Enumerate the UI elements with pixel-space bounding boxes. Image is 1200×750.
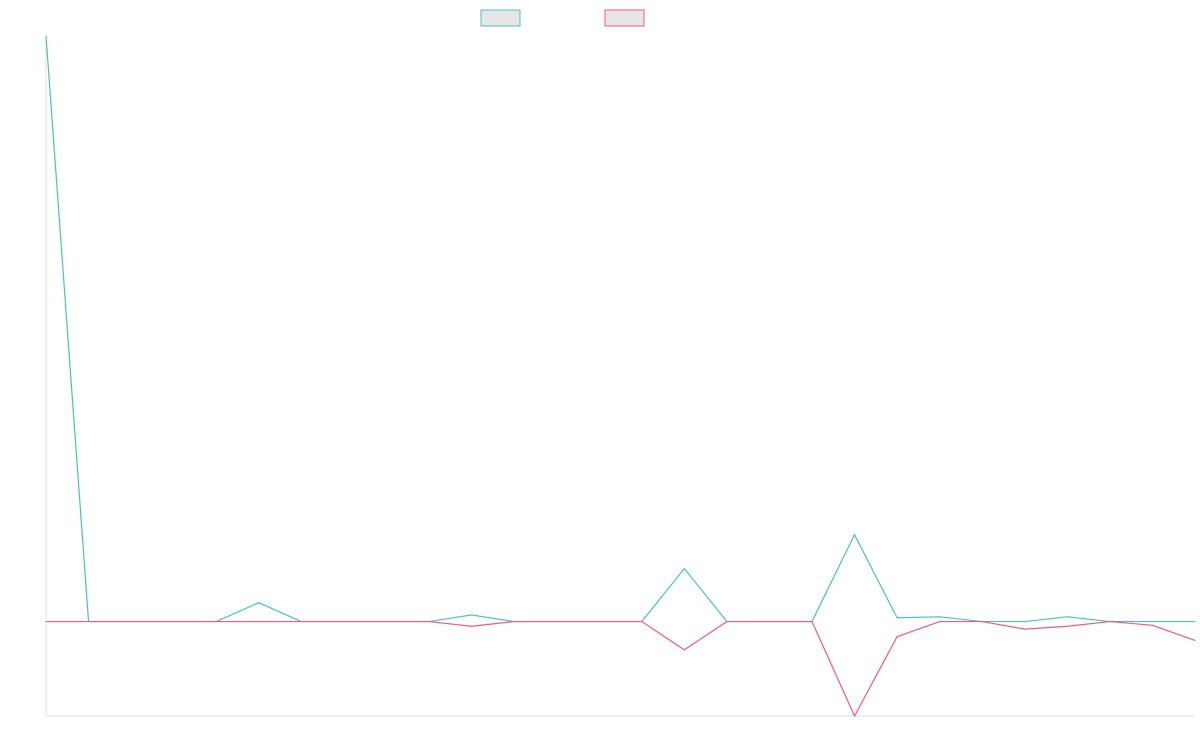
data-point xyxy=(258,620,260,623)
data-point xyxy=(1024,620,1026,623)
data-point xyxy=(215,620,217,623)
data-point xyxy=(939,620,941,623)
chart-legend xyxy=(480,9,645,27)
data-point xyxy=(1066,625,1068,627)
data-point xyxy=(87,620,90,623)
data-point xyxy=(896,617,898,619)
data-point xyxy=(130,620,132,623)
data-point xyxy=(853,715,856,717)
legend-swatch-2[interactable] xyxy=(604,9,645,27)
data-point xyxy=(1024,628,1026,630)
data-point xyxy=(683,568,685,570)
data-point xyxy=(1066,616,1068,618)
plot-area xyxy=(45,35,1196,717)
data-point xyxy=(470,625,473,627)
data-point xyxy=(343,620,345,623)
data-point xyxy=(1151,620,1154,623)
data-point xyxy=(683,649,685,651)
data-point xyxy=(896,636,898,638)
chart-axes xyxy=(45,36,1195,717)
data-point xyxy=(1151,624,1154,626)
data-point xyxy=(726,620,728,623)
series-line-2 xyxy=(46,620,1196,717)
data-point xyxy=(1194,620,1196,623)
series-line-1 xyxy=(45,35,1195,623)
data-point xyxy=(428,620,430,623)
data-point xyxy=(556,620,558,623)
data-point xyxy=(1109,620,1111,623)
data-point xyxy=(811,620,813,623)
data-point xyxy=(853,534,856,536)
data-point xyxy=(385,620,388,623)
data-point xyxy=(768,620,771,623)
data-point xyxy=(598,620,600,623)
data-point xyxy=(300,620,302,623)
data-point xyxy=(641,620,643,623)
data-point xyxy=(1194,639,1196,642)
data-point xyxy=(513,620,515,623)
data-point xyxy=(939,616,941,618)
data-point xyxy=(981,620,983,623)
data-point xyxy=(45,620,47,623)
legend-swatch-1[interactable] xyxy=(480,9,521,27)
data-point xyxy=(258,602,260,604)
data-point xyxy=(45,35,47,37)
data-point xyxy=(173,620,175,623)
data-point xyxy=(470,614,473,616)
